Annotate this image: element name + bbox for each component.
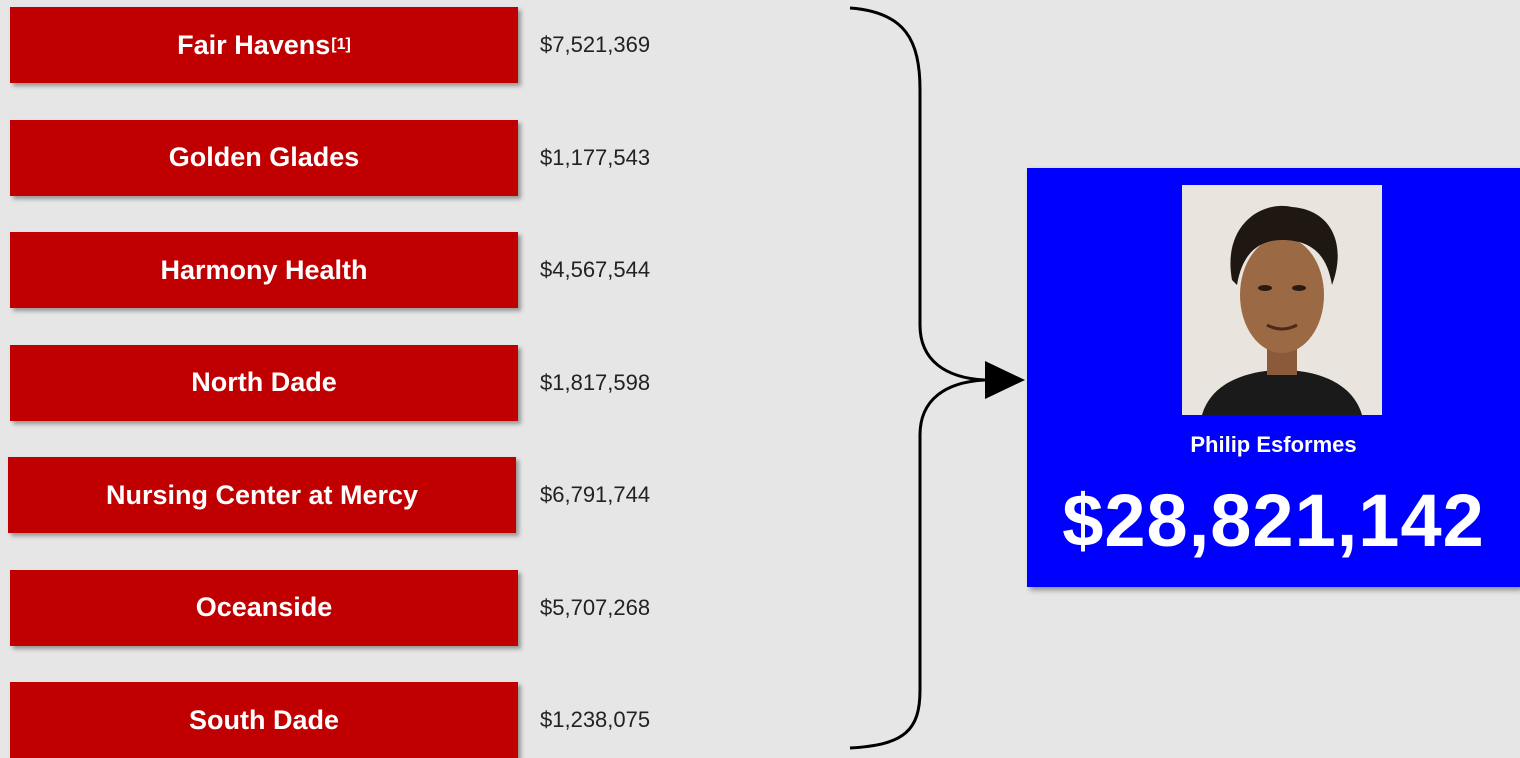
facility-box: Oceanside xyxy=(10,570,518,646)
facility-box: Golden Glades xyxy=(10,120,518,196)
facility-label: Oceanside xyxy=(196,592,333,623)
facility-box: Harmony Health xyxy=(10,232,518,308)
facility-amount: $1,238,075 xyxy=(540,682,650,758)
page: Fair Havens[1] $7,521,369 Golden Glades $1,… xyxy=(0,0,1520,755)
facility-label: North Dade xyxy=(191,367,337,398)
facility-amount: $6,791,744 xyxy=(540,457,650,533)
facility-amount: $1,177,543 xyxy=(540,120,650,196)
facility-label: South Dade xyxy=(189,705,339,736)
facility-label: Fair Havens xyxy=(177,30,330,61)
facility-box: South Dade xyxy=(10,682,518,758)
recipient-panel: Philip Esformes $28,821,142 xyxy=(1027,168,1520,587)
facility-label: Golden Glades xyxy=(169,142,360,173)
brace xyxy=(850,8,985,748)
recipient-name: Philip Esformes xyxy=(1027,432,1520,458)
facility-box: Fair Havens[1] xyxy=(10,7,518,83)
facility-label: Harmony Health xyxy=(160,255,367,286)
facility-box: Nursing Center at Mercy xyxy=(8,457,516,533)
arrow-head xyxy=(985,361,1025,399)
facility-amount: $4,567,544 xyxy=(540,232,650,308)
footnote-marker: [1] xyxy=(331,36,351,54)
facility-amount: $7,521,369 xyxy=(540,7,650,83)
photo xyxy=(1182,185,1382,415)
recipient-total: $28,821,142 xyxy=(1027,478,1520,563)
facility-label: Nursing Center at Mercy xyxy=(106,480,418,511)
facility-amount: $1,817,598 xyxy=(540,345,650,421)
facility-amount: $5,707,268 xyxy=(540,570,650,646)
facility-box: North Dade xyxy=(10,345,518,421)
